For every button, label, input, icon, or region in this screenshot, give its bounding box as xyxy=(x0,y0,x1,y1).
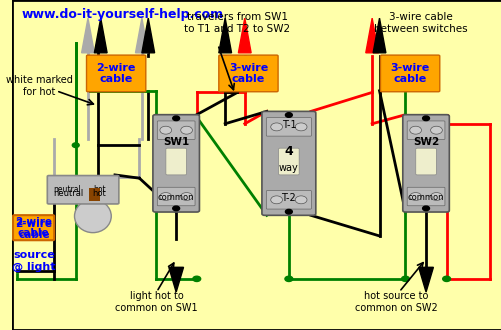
Polygon shape xyxy=(365,18,378,53)
Circle shape xyxy=(270,196,282,204)
Text: hot source to
common on SW2: hot source to common on SW2 xyxy=(355,291,437,313)
FancyBboxPatch shape xyxy=(266,190,311,209)
Circle shape xyxy=(180,126,192,134)
Polygon shape xyxy=(218,18,231,53)
Circle shape xyxy=(172,116,179,121)
Text: common: common xyxy=(158,193,194,203)
Text: www.do-it-yourself-help.com: www.do-it-yourself-help.com xyxy=(22,8,223,21)
FancyBboxPatch shape xyxy=(86,55,145,92)
Text: white marked
for hot: white marked for hot xyxy=(6,75,72,97)
Text: hot: hot xyxy=(93,185,105,194)
Polygon shape xyxy=(142,18,154,53)
Text: neutral: neutral xyxy=(54,185,81,194)
FancyBboxPatch shape xyxy=(415,148,435,175)
FancyBboxPatch shape xyxy=(406,187,444,206)
Text: SW1: SW1 xyxy=(163,137,189,147)
Text: T-1: T-1 xyxy=(281,120,296,130)
Polygon shape xyxy=(238,18,250,53)
Circle shape xyxy=(422,206,429,211)
Text: 2-wire
cable: 2-wire cable xyxy=(96,63,136,84)
FancyBboxPatch shape xyxy=(278,148,299,175)
Circle shape xyxy=(295,196,307,204)
FancyBboxPatch shape xyxy=(89,188,100,201)
Circle shape xyxy=(442,276,450,281)
Circle shape xyxy=(409,192,421,200)
Circle shape xyxy=(172,206,179,211)
Circle shape xyxy=(159,126,171,134)
Text: travelers from SW1
to T1 and T2 to SW2: travelers from SW1 to T1 and T2 to SW2 xyxy=(184,12,290,34)
Circle shape xyxy=(285,276,292,281)
FancyBboxPatch shape xyxy=(380,55,439,92)
Text: SW2: SW2 xyxy=(412,137,438,147)
Polygon shape xyxy=(82,18,94,53)
Circle shape xyxy=(401,276,409,281)
Circle shape xyxy=(285,113,292,117)
Polygon shape xyxy=(168,267,183,292)
Text: light hot to
common on SW1: light hot to common on SW1 xyxy=(115,291,197,313)
Text: 4: 4 xyxy=(284,145,293,158)
Text: 3-wire
cable: 3-wire cable xyxy=(390,63,429,84)
Circle shape xyxy=(422,116,429,121)
Polygon shape xyxy=(94,18,107,53)
Circle shape xyxy=(180,192,192,200)
FancyBboxPatch shape xyxy=(262,111,315,215)
Circle shape xyxy=(72,143,79,148)
Text: way: way xyxy=(279,163,298,173)
Text: hot: hot xyxy=(92,188,106,198)
Text: source
@ light: source @ light xyxy=(13,250,56,272)
Polygon shape xyxy=(372,18,385,53)
FancyBboxPatch shape xyxy=(406,121,444,140)
Circle shape xyxy=(270,123,282,131)
Circle shape xyxy=(409,126,421,134)
Text: T-2: T-2 xyxy=(281,193,296,203)
Text: 3-wire
cable: 3-wire cable xyxy=(228,63,268,84)
Text: 2-wire
cable: 2-wire cable xyxy=(15,217,52,239)
FancyBboxPatch shape xyxy=(13,215,54,240)
Text: 2-wire
cable: 2-wire cable xyxy=(16,218,53,240)
Polygon shape xyxy=(135,18,148,53)
FancyBboxPatch shape xyxy=(47,176,119,204)
Circle shape xyxy=(430,126,441,134)
FancyBboxPatch shape xyxy=(218,55,278,92)
FancyBboxPatch shape xyxy=(165,148,186,175)
Polygon shape xyxy=(418,267,432,292)
Circle shape xyxy=(430,192,441,200)
FancyBboxPatch shape xyxy=(266,118,311,136)
Circle shape xyxy=(295,123,307,131)
Ellipse shape xyxy=(74,200,111,233)
FancyBboxPatch shape xyxy=(12,0,501,330)
Circle shape xyxy=(192,276,200,281)
Circle shape xyxy=(159,192,171,200)
Text: common: common xyxy=(407,193,443,203)
FancyBboxPatch shape xyxy=(402,115,448,212)
FancyBboxPatch shape xyxy=(157,121,195,140)
Text: neutral: neutral xyxy=(53,188,83,198)
Circle shape xyxy=(285,209,292,214)
FancyBboxPatch shape xyxy=(157,187,195,206)
Text: 3-wire cable
between switches: 3-wire cable between switches xyxy=(374,12,467,34)
FancyBboxPatch shape xyxy=(153,115,199,212)
